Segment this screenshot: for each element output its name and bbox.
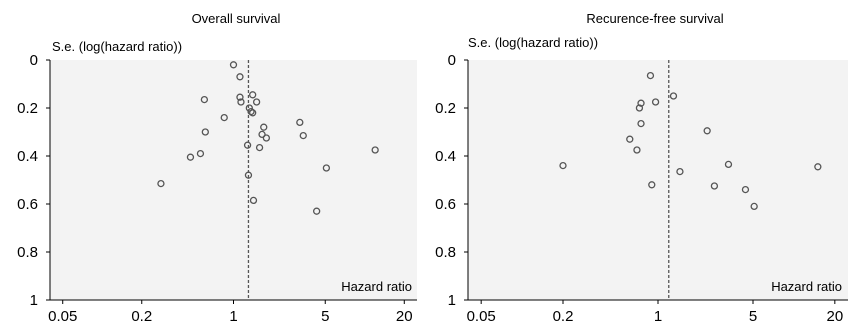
x-tick-label: 0.2: [131, 308, 152, 325]
data-point: [249, 109, 257, 117]
data-point: [814, 163, 822, 171]
data-point: [635, 104, 644, 112]
y-axis-label: S.e. (log(hazard ratio)): [468, 35, 598, 50]
data-point: [633, 146, 641, 154]
data-point: [262, 134, 271, 142]
data-point: [313, 207, 321, 215]
data-point: [249, 196, 258, 205]
data-point: [157, 179, 165, 188]
y-tick-label: 0.6: [17, 196, 38, 213]
y-axis-label: S.e. (log(hazard ratio)): [52, 39, 182, 54]
data-point: [676, 167, 684, 176]
x-tick-labels: 0.05 0.2 1 5 20: [48, 300, 413, 325]
data-point: [296, 118, 304, 127]
data-point: [236, 93, 244, 101]
data-point: [724, 160, 733, 169]
x-tick-label: 1: [229, 308, 237, 325]
y-tick-label: 1: [448, 292, 456, 309]
data-points: [559, 71, 822, 211]
y-tick-label: 0.2: [435, 100, 456, 117]
x-tick-label: 1: [654, 308, 662, 325]
x-axis-label: Hazard ratio: [341, 279, 412, 294]
y-tick-label: 0: [30, 52, 38, 69]
x-tick-label: 20: [396, 308, 413, 325]
x-tick-label: 5: [749, 308, 757, 325]
x-tick-label: 0.05: [48, 308, 77, 325]
data-point: [750, 202, 758, 211]
data-point: [220, 113, 228, 122]
data-point: [186, 153, 195, 161]
panel-overall-survival: Overall survival S.e. (log(hazard ratio)…: [17, 11, 417, 325]
y-tick-label: 0.4: [435, 148, 456, 165]
data-point: [637, 99, 645, 107]
data-point: [243, 141, 252, 149]
x-axis-label: Hazard ratio: [771, 279, 842, 294]
data-point: [651, 98, 660, 106]
x-tick-labels: 0.05 0.2 1 5 20: [467, 300, 843, 325]
y-tick-label: 0.6: [435, 196, 456, 213]
data-point: [247, 107, 255, 116]
data-point: [626, 135, 634, 143]
data-point: [637, 119, 645, 128]
data-point: [371, 146, 379, 154]
panel-recurrence-free-survival: Recurence-free survival S.e. (log(hazard…: [435, 11, 848, 325]
data-points: [157, 61, 379, 215]
data-point: [255, 143, 264, 152]
data-point: [196, 149, 205, 158]
y-tick-label: 0.2: [17, 100, 38, 117]
y-tick-label: 0: [448, 52, 456, 69]
data-point: [741, 185, 750, 194]
data-point: [249, 91, 257, 99]
data-point: [299, 131, 307, 140]
x-tick-label: 5: [321, 308, 329, 325]
data-point: [559, 161, 567, 170]
data-point: [237, 98, 245, 106]
data-point: [244, 171, 253, 179]
data-point: [258, 130, 266, 139]
data-point: [322, 164, 331, 172]
x-tick-label: 0.2: [553, 308, 574, 325]
data-point: [229, 61, 238, 69]
y-tick-label: 0.4: [17, 148, 38, 165]
y-tick-label: 0.8: [17, 244, 38, 261]
data-point: [669, 92, 678, 100]
data-point: [648, 181, 656, 189]
data-point: [646, 71, 655, 80]
plot-area: [468, 60, 848, 300]
x-tick-label: 20: [826, 308, 843, 325]
chart-title: Recurence-free survival: [586, 11, 723, 26]
data-point: [245, 104, 253, 112]
chart-title: Overall survival: [192, 11, 281, 26]
data-point: [260, 123, 268, 131]
data-point: [252, 98, 261, 106]
plot-area: [50, 60, 417, 300]
data-point: [201, 128, 209, 136]
x-tick-label: 0.05: [467, 308, 496, 325]
y-tick-labels: 0 0.2 0.4 0.6 0.8 1: [435, 52, 468, 309]
data-point: [710, 182, 719, 190]
y-tick-label: 0.8: [435, 244, 456, 261]
data-point: [236, 73, 244, 81]
y-tick-label: 1: [30, 292, 38, 309]
y-tick-labels: 0 0.2 0.4 0.6 0.8 1: [17, 52, 50, 309]
data-point: [703, 127, 711, 135]
data-point: [200, 95, 209, 104]
